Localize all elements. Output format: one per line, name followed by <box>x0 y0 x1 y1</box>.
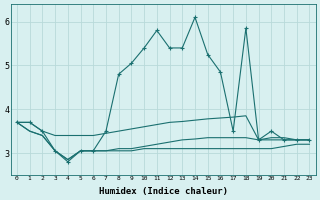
X-axis label: Humidex (Indice chaleur): Humidex (Indice chaleur) <box>99 187 228 196</box>
